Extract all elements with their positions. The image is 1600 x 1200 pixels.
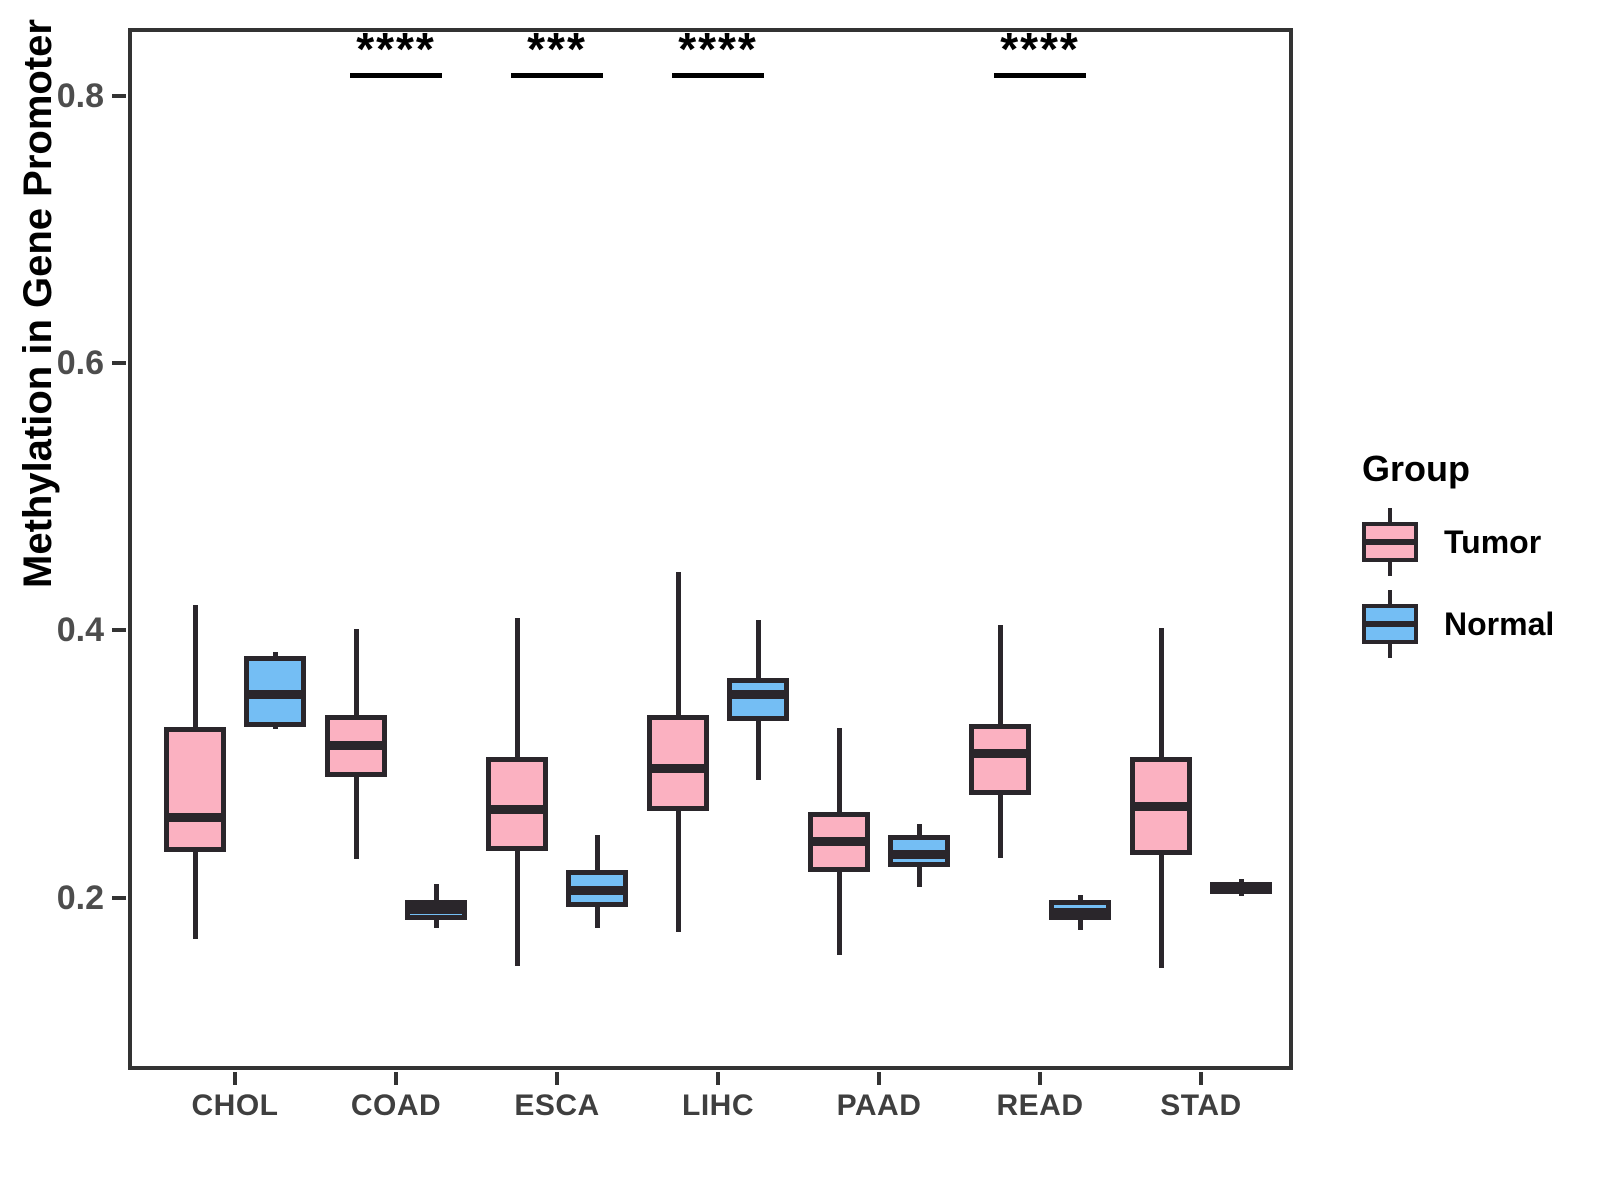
x-label-PAAD: PAAD	[836, 1089, 922, 1122]
sig-bar-COAD	[350, 73, 442, 78]
y-tick-0.6	[112, 361, 126, 366]
y-tick-0.2	[112, 895, 126, 900]
x-tick-COAD	[394, 1072, 398, 1085]
x-label-LIHC: LIHC	[682, 1089, 754, 1122]
x-tick-LIHC	[716, 1072, 720, 1085]
median-normal-ESCA	[566, 886, 628, 896]
x-tick-PAAD	[877, 1072, 881, 1085]
box-tumor-CHOL	[164, 726, 226, 853]
y-tick-label-0.6: 0.6	[56, 344, 104, 383]
sig-stars-READ: ****	[1000, 23, 1080, 75]
median-tumor-ESCA	[486, 804, 548, 814]
legend-tumor-boxplot-icon	[1362, 508, 1418, 576]
y-tick-0.8	[112, 94, 126, 98]
box-normal-LIHC	[727, 678, 789, 722]
legend-label-normal: Normal	[1444, 606, 1555, 642]
x-tick-ESCA	[555, 1072, 559, 1085]
legend-normal-boxplot-icon	[1362, 590, 1418, 658]
median-tumor-STAD	[1130, 802, 1192, 812]
plot-panel	[128, 28, 1293, 1070]
x-label-READ: READ	[996, 1089, 1084, 1122]
sig-bar-LIHC	[672, 73, 764, 78]
legend-glyph-median	[1362, 539, 1418, 545]
median-normal-CHOL	[244, 690, 306, 700]
sig-stars-LIHC: ****	[678, 23, 758, 75]
y-tick-label-0.2: 0.2	[56, 878, 104, 917]
x-label-CHOL: CHOL	[191, 1089, 279, 1122]
sig-bar-ESCA	[511, 73, 603, 78]
legend-label-tumor: Tumor	[1444, 524, 1542, 560]
sig-stars-COAD: ****	[356, 23, 436, 75]
median-tumor-LIHC	[647, 763, 709, 773]
legend: Group Tumor Normal	[1362, 448, 1554, 672]
median-normal-STAD	[1210, 882, 1272, 892]
x-tick-STAD	[1199, 1072, 1203, 1085]
legend-glyph-median	[1362, 621, 1418, 627]
y-tick-0.4	[112, 628, 126, 633]
legend-entries: Tumor Normal	[1362, 508, 1554, 658]
y-tick-label-0.8: 0.8	[56, 77, 104, 115]
box-tumor-ESCA	[486, 757, 548, 851]
x-label-ESCA: ESCA	[514, 1089, 600, 1122]
sig-stars-ESCA: ***	[527, 23, 587, 75]
median-normal-COAD	[405, 905, 467, 915]
box-tumor-READ	[969, 723, 1031, 795]
median-tumor-READ	[969, 748, 1031, 758]
median-normal-PAAD	[888, 850, 950, 860]
median-tumor-CHOL	[164, 812, 226, 822]
median-normal-LIHC	[727, 690, 789, 700]
median-normal-READ	[1049, 907, 1111, 917]
x-label-COAD: COAD	[350, 1089, 442, 1122]
legend-entry-tumor: Tumor	[1362, 508, 1554, 576]
median-tumor-COAD	[325, 740, 387, 750]
x-label-STAD: STAD	[1160, 1089, 1242, 1122]
x-tick-CHOL	[233, 1072, 237, 1085]
median-tumor-PAAD	[808, 836, 870, 846]
sig-bar-READ	[994, 73, 1086, 78]
x-tick-READ	[1038, 1072, 1042, 1085]
legend-entry-normal: Normal	[1362, 590, 1554, 658]
legend-title: Group	[1362, 448, 1470, 489]
y-tick-label-0.4: 0.4	[56, 611, 104, 650]
box-tumor-LIHC	[647, 714, 709, 811]
